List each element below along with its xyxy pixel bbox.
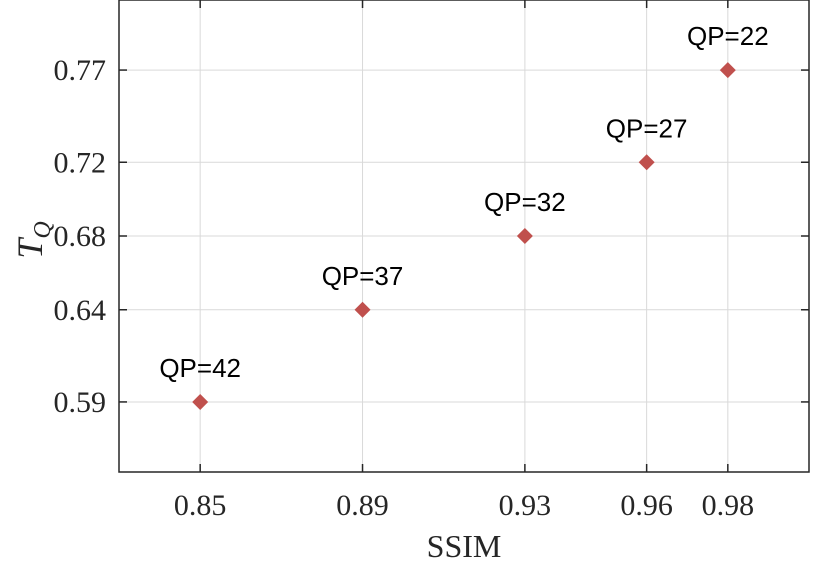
data-point-marker bbox=[354, 301, 371, 318]
data-point-label: QP=42 bbox=[159, 353, 241, 383]
y-tick-label: 0.72 bbox=[54, 146, 107, 179]
x-tick-label: 0.96 bbox=[620, 489, 673, 522]
data-point-label: QP=32 bbox=[484, 187, 566, 217]
data-point-label: QP=37 bbox=[322, 261, 404, 291]
data-point-label: QP=22 bbox=[687, 21, 769, 51]
y-tick-label: 0.68 bbox=[54, 220, 107, 253]
point-labels: QP=42 QP=37 QP=32 QP=27 QP=22 bbox=[159, 21, 768, 383]
y-axis-title-subscript: Q bbox=[30, 221, 56, 238]
data-point-marker bbox=[192, 393, 209, 410]
data-point-marker bbox=[719, 62, 736, 79]
data-point-marker bbox=[516, 228, 533, 244]
data-points bbox=[192, 62, 736, 410]
y-tick-label: 0.64 bbox=[54, 294, 107, 327]
y-tick-label: 0.59 bbox=[54, 386, 107, 419]
x-tick-label: 0.98 bbox=[702, 489, 755, 522]
x-tick-labels: 0.85 0.89 0.93 0.96 0.98 bbox=[174, 489, 754, 522]
x-axis-title: SSIM bbox=[427, 528, 502, 564]
y-axis-title: TQ bbox=[10, 221, 56, 258]
y-tick-label: 0.77 bbox=[54, 54, 107, 87]
y-tick-labels: 0.59 0.64 0.68 0.72 0.77 bbox=[54, 54, 107, 419]
data-point-marker bbox=[638, 154, 655, 171]
grid bbox=[119, 0, 809, 472]
x-tick-label: 0.89 bbox=[336, 489, 389, 522]
x-tick-label: 0.93 bbox=[499, 489, 552, 522]
y-axis-title-main: T bbox=[10, 236, 50, 259]
axis-ticks bbox=[119, 0, 809, 472]
x-tick-label: 0.85 bbox=[174, 489, 227, 522]
data-point-label: QP=27 bbox=[606, 113, 688, 143]
